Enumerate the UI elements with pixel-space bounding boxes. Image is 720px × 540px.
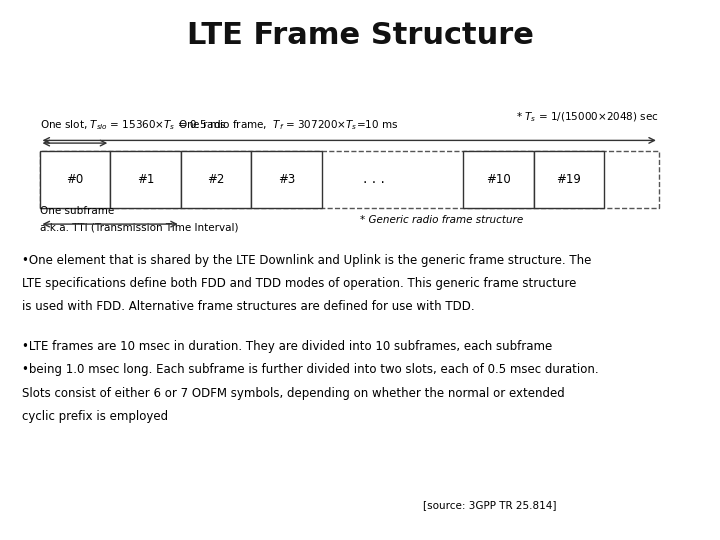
Text: LTE Frame Structure: LTE Frame Structure (186, 21, 534, 50)
Text: #3: #3 (278, 173, 295, 186)
Text: #1: #1 (137, 173, 154, 186)
Text: Slots consist of either 6 or 7 ODFM symbols, depending on whether the normal or : Slots consist of either 6 or 7 ODFM symb… (22, 387, 564, 400)
Bar (534, 151, 604, 208)
Text: [source: 3GPP TR 25.814]: [source: 3GPP TR 25.814] (423, 500, 557, 510)
Bar (110, 151, 181, 208)
Text: * Generic radio frame structure: * Generic radio frame structure (360, 215, 523, 225)
Text: •LTE frames are 10 msec in duration. They are divided into 10 subframes, each su: •LTE frames are 10 msec in duration. The… (22, 340, 552, 353)
Text: a.k.a. TTI (Transmission Time Interval): a.k.a. TTI (Transmission Time Interval) (40, 222, 238, 232)
Bar (181, 151, 251, 208)
Text: One subframe: One subframe (40, 206, 114, 216)
Text: #19: #19 (557, 173, 581, 186)
Text: •being 1.0 msec long. Each subframe is further divided into two slots, each of 0: •being 1.0 msec long. Each subframe is f… (22, 363, 598, 376)
Text: •One element that is shared by the LTE Downlink and Uplink is the generic frame : •One element that is shared by the LTE D… (22, 254, 591, 267)
Text: * $T_s$ = 1/(15000×2048) sec: * $T_s$ = 1/(15000×2048) sec (516, 111, 659, 124)
Bar (463, 151, 534, 208)
Bar (40, 151, 110, 208)
Text: #10: #10 (486, 173, 510, 186)
Text: is used with FDD. Alternative frame structures are defined for use with TDD.: is used with FDD. Alternative frame stru… (22, 300, 474, 313)
Text: LTE specifications define both FDD and TDD modes of operation. This generic fram: LTE specifications define both FDD and T… (22, 277, 576, 290)
Text: cyclic prefix is employed: cyclic prefix is employed (22, 410, 168, 423)
Text: One slot, $T_{slo}$ = 15360×$T_s$ = 0.5 ms: One slot, $T_{slo}$ = 15360×$T_s$ = 0.5 … (40, 118, 226, 132)
Text: #2: #2 (207, 173, 225, 186)
Bar (251, 151, 322, 208)
Text: . . .: . . . (364, 172, 385, 186)
Text: One radio frame,  $T_f$ = 307200×$T_s$=10 ms: One radio frame, $T_f$ = 307200×$T_s$=10… (178, 118, 398, 132)
Bar (40, 151, 659, 208)
Text: #0: #0 (66, 173, 84, 186)
